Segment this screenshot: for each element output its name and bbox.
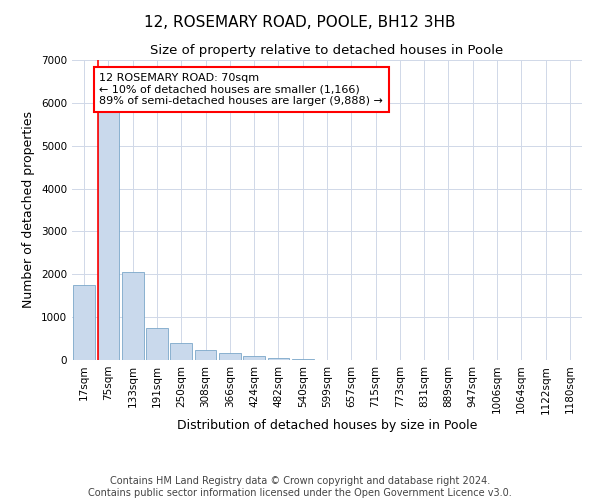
Bar — [268, 358, 289, 360]
Bar — [146, 328, 168, 360]
Bar — [122, 272, 143, 360]
Text: 12 ROSEMARY ROAD: 70sqm
← 10% of detached houses are smaller (1,166)
89% of semi: 12 ROSEMARY ROAD: 70sqm ← 10% of detache… — [99, 73, 383, 106]
Bar — [73, 285, 95, 360]
Y-axis label: Number of detached properties: Number of detached properties — [22, 112, 35, 308]
Text: 12, ROSEMARY ROAD, POOLE, BH12 3HB: 12, ROSEMARY ROAD, POOLE, BH12 3HB — [144, 15, 456, 30]
X-axis label: Distribution of detached houses by size in Poole: Distribution of detached houses by size … — [177, 419, 477, 432]
Title: Size of property relative to detached houses in Poole: Size of property relative to detached ho… — [151, 44, 503, 58]
Bar — [170, 343, 192, 360]
Bar — [219, 354, 241, 360]
Bar — [243, 356, 265, 360]
Bar — [194, 350, 217, 360]
Text: Contains HM Land Registry data © Crown copyright and database right 2024.
Contai: Contains HM Land Registry data © Crown c… — [88, 476, 512, 498]
Bar — [292, 359, 314, 360]
Bar — [97, 112, 119, 360]
